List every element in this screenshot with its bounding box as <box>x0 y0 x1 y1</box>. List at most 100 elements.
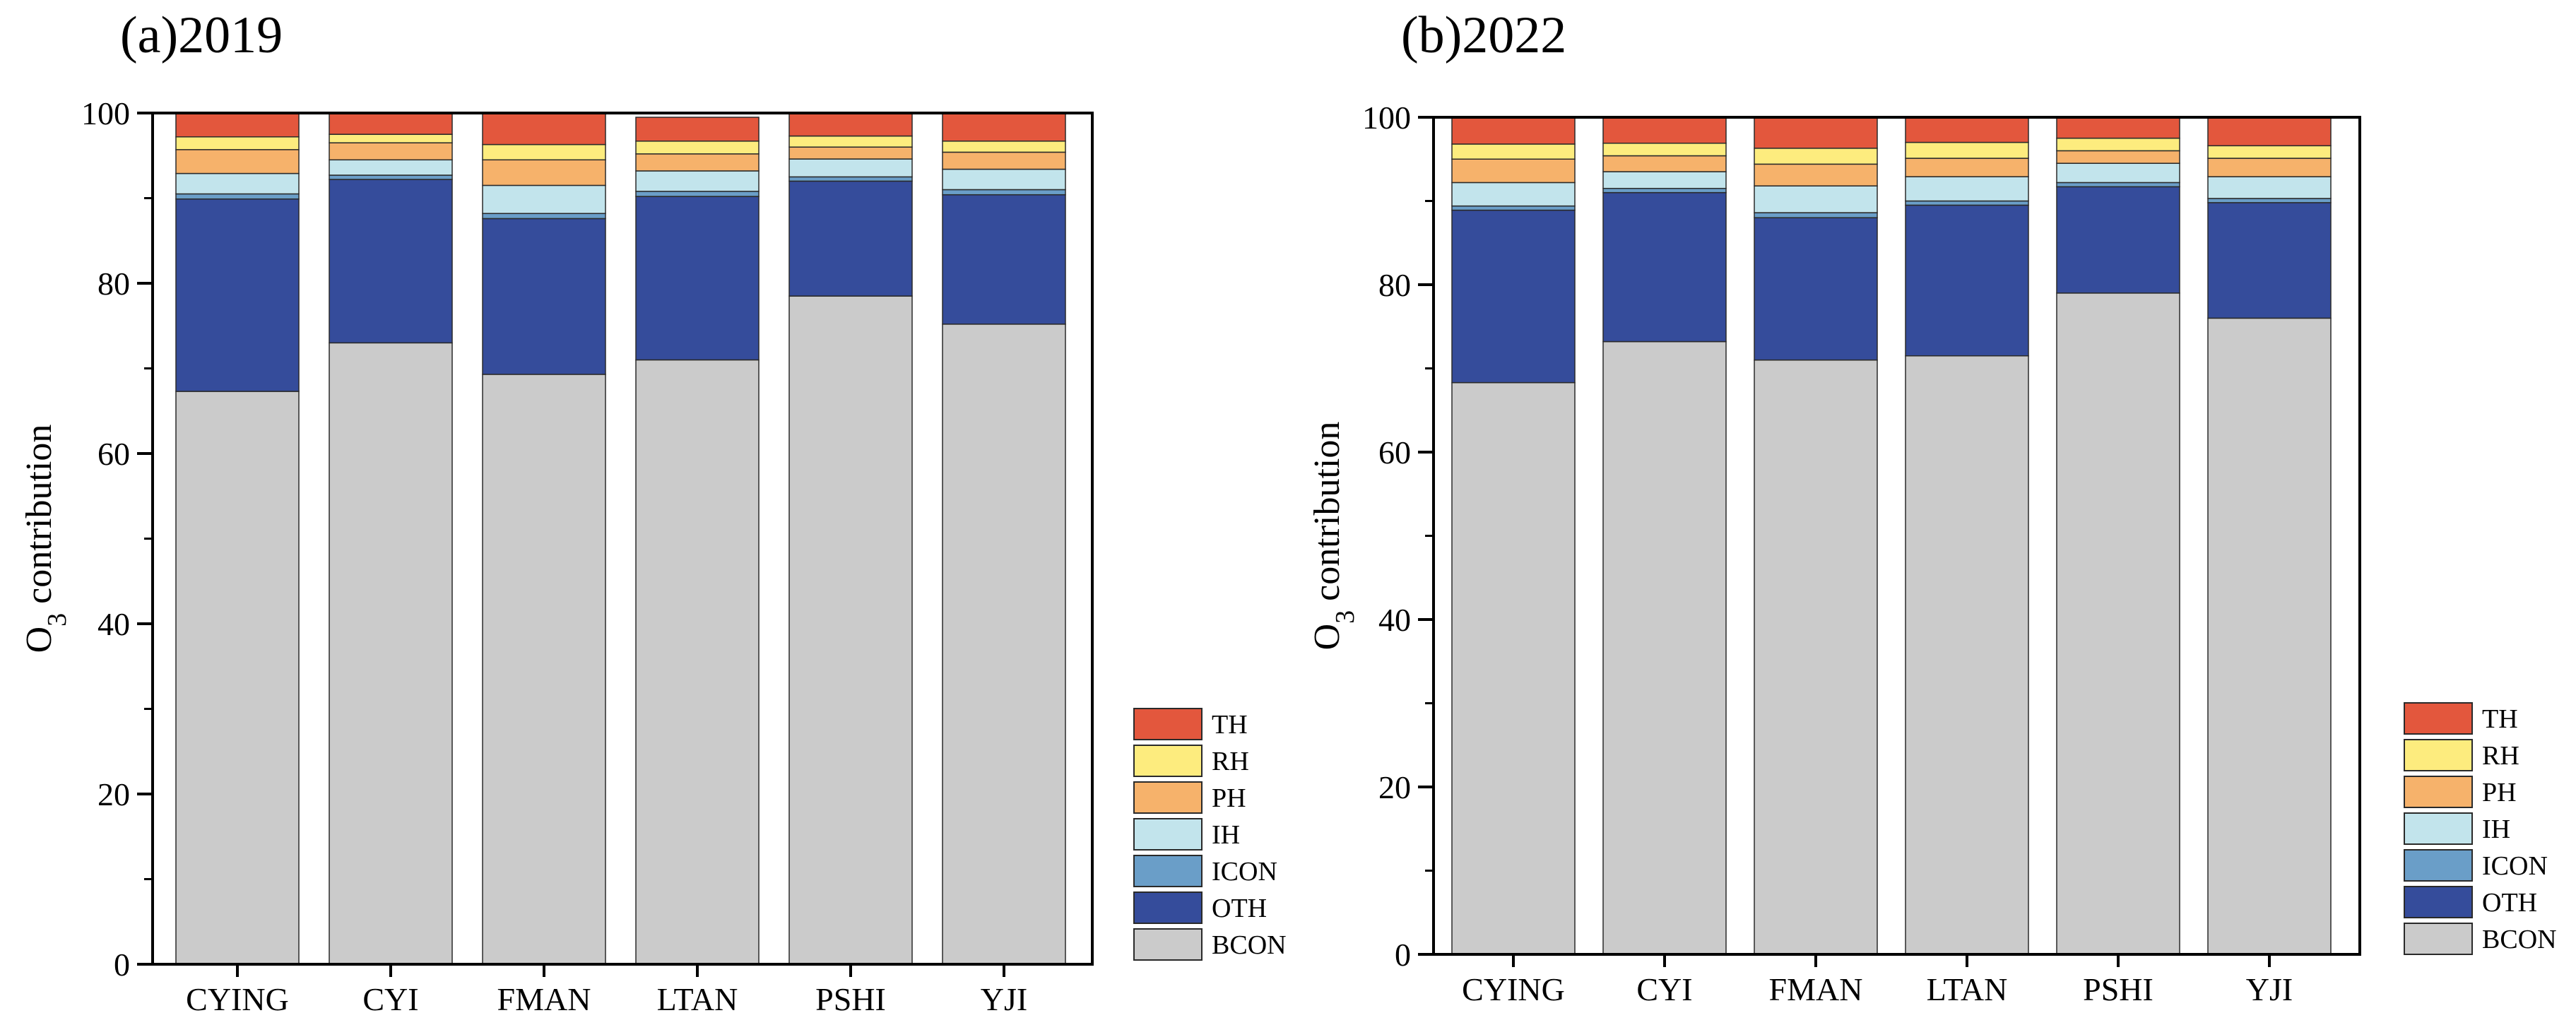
bar-segment-ph-fman <box>1754 163 1878 186</box>
bar-segment-ih-cyi <box>329 159 453 176</box>
legend-label-icon: ICON <box>1212 857 1277 887</box>
bar-segment-rh-yji <box>2207 145 2332 159</box>
bar-segment-oth-ltan <box>1905 204 2029 357</box>
legend-label-rh: RH <box>2482 741 2519 771</box>
legend-label-bcon: BCON <box>2482 925 2557 954</box>
x-tick-label-pshi: PSHI <box>815 981 886 1017</box>
bar-segment-ih-yji <box>2207 176 2332 199</box>
bar-segment-bcon-fman <box>482 374 606 965</box>
legend-label-rh: RH <box>1212 747 1249 776</box>
legend-2022: TH RH PH IH ICON OTH BCON <box>2404 702 2557 955</box>
bar-segment-rh-cyi <box>1602 142 1727 157</box>
bar-segment-bcon-fman <box>1754 359 1878 955</box>
bar-segment-ih-cying <box>1451 182 1576 207</box>
x-tick-label-yji: YJI <box>981 981 1027 1017</box>
bar-segment-th-cyi <box>329 112 453 135</box>
x-tick-label-ltan: LTAN <box>1927 971 2008 1007</box>
bar-segment-icon-ltan <box>635 191 760 197</box>
legend-swatch-ph <box>2404 776 2473 808</box>
bar-segment-oth-cyi <box>1602 191 1727 343</box>
bar-segment-rh-pshi <box>788 135 913 148</box>
x-tick-label-fman: FMAN <box>1769 971 1863 1007</box>
legend-label-th: TH <box>1212 710 1248 740</box>
bar-segment-th-cying <box>1451 117 1576 145</box>
bar-segment-oth-cying <box>175 198 300 392</box>
bar-segment-bcon-ltan <box>635 359 760 965</box>
bar-segment-ih-fman <box>1754 185 1878 213</box>
legend-swatch-oth <box>2404 886 2473 918</box>
bar-segment-icon-fman <box>1754 212 1878 218</box>
bar-segment-icon-cyi <box>1602 187 1727 194</box>
x-tick-label-cyi: CYI <box>362 981 418 1017</box>
legend-label-oth: OTH <box>1212 894 1267 923</box>
legend-swatch-rh <box>1133 745 1203 777</box>
legend-label-ih: IH <box>1212 820 1240 850</box>
x-tick-label-cying: CYING <box>1462 971 1565 1007</box>
bar-segment-oth-cying <box>1451 209 1576 384</box>
bar-segment-ph-ltan <box>635 153 760 172</box>
bar-segment-ih-pshi <box>2056 162 2180 184</box>
bar-segment-icon-cying <box>175 193 300 200</box>
bar-segment-ih-cying <box>175 172 300 195</box>
bar-segment-bcon-cyi <box>1602 340 1727 955</box>
bars-2022 <box>1451 117 2332 955</box>
bar-segment-ph-fman <box>482 159 606 186</box>
legend-label-ih: IH <box>2482 814 2510 844</box>
legend-swatch-oth <box>1133 891 1203 924</box>
legend-swatch-ih <box>1133 818 1203 851</box>
bar-segment-oth-yji <box>942 194 1066 325</box>
bar-segment-th-fman <box>482 112 606 146</box>
bar-segment-th-yji <box>942 112 1066 142</box>
bar-segment-ih-ltan <box>635 170 760 192</box>
bar-segment-ih-yji <box>942 168 1066 191</box>
x-tick-label-yji: YJI <box>2246 971 2293 1007</box>
bar-segment-oth-ltan <box>635 196 760 361</box>
bar-segment-rh-cying <box>1451 143 1576 160</box>
y-tick-label-60: 60 <box>1378 434 1411 470</box>
bar-segment-icon-pshi <box>2056 182 2180 188</box>
bars-2019 <box>175 112 1066 965</box>
bar-segment-th-cying <box>175 112 300 138</box>
y-tick-label-100: 100 <box>81 95 130 131</box>
bar-segment-oth-pshi <box>788 180 913 297</box>
bar-segment-th-ltan <box>635 117 760 142</box>
bar-segment-th-pshi <box>788 112 913 137</box>
legend-label-bcon: BCON <box>1212 930 1287 960</box>
bar-segment-rh-fman <box>482 143 606 161</box>
bar-segment-bcon-pshi <box>788 295 913 965</box>
bar-segment-ph-cyi <box>1602 155 1727 172</box>
bar-segment-icon-yji <box>942 189 1066 196</box>
legend-swatch-ph <box>1133 781 1203 814</box>
bar-segment-oth-cyi <box>329 179 453 344</box>
bar-segment-ih-ltan <box>1905 176 2029 202</box>
legend-label-icon: ICON <box>2482 851 2548 881</box>
bar-segment-oth-yji <box>2207 202 2332 319</box>
bar-segment-rh-cying <box>175 136 300 150</box>
y-tick-label-40: 40 <box>1378 602 1411 638</box>
panel-2019: CYING CYI FMAN LTAN PSHI YJI 0 20 40 60 80 100 O3 co… <box>19 6 1287 1017</box>
bar-segment-icon-cying <box>1451 205 1576 211</box>
bar-segment-bcon-ltan <box>1905 355 2029 955</box>
legend-2019: TH RH PH IH ICON OTH BCON <box>1133 708 1287 961</box>
legend-label-th: TH <box>2482 704 2518 734</box>
x-tick-label-cying: CYING <box>186 981 289 1017</box>
bar-segment-icon-cyi <box>329 174 453 180</box>
legend-swatch-icon <box>1133 855 1203 887</box>
bar-segment-oth-pshi <box>2056 186 2180 294</box>
bar-segment-th-pshi <box>2056 117 2180 139</box>
legend-swatch-ih <box>2404 812 2473 845</box>
bar-segment-rh-pshi <box>2056 137 2180 152</box>
stacked-bar-chart-2022: CYING CYI FMAN LTAN PSHI YJI 0 20 40 60 80 100 O3 co… <box>1307 100 2557 1007</box>
bar-segment-bcon-cying <box>175 391 300 965</box>
bar-segment-ih-cyi <box>1602 171 1727 189</box>
x-tick-label-cyi: CYI <box>1636 971 1692 1007</box>
legend-swatch-icon <box>2404 849 2473 882</box>
bar-segment-ih-pshi <box>788 158 913 178</box>
x-tick-label-ltan: LTAN <box>657 981 738 1017</box>
bar-segment-oth-fman <box>1754 217 1878 361</box>
legend-swatch-rh <box>2404 739 2473 771</box>
bar-segment-icon-ltan <box>1905 200 2029 206</box>
bar-segment-ph-cying <box>1451 158 1576 184</box>
y-tick-label-0: 0 <box>1395 937 1411 973</box>
bar-segment-bcon-pshi <box>2056 292 2180 955</box>
